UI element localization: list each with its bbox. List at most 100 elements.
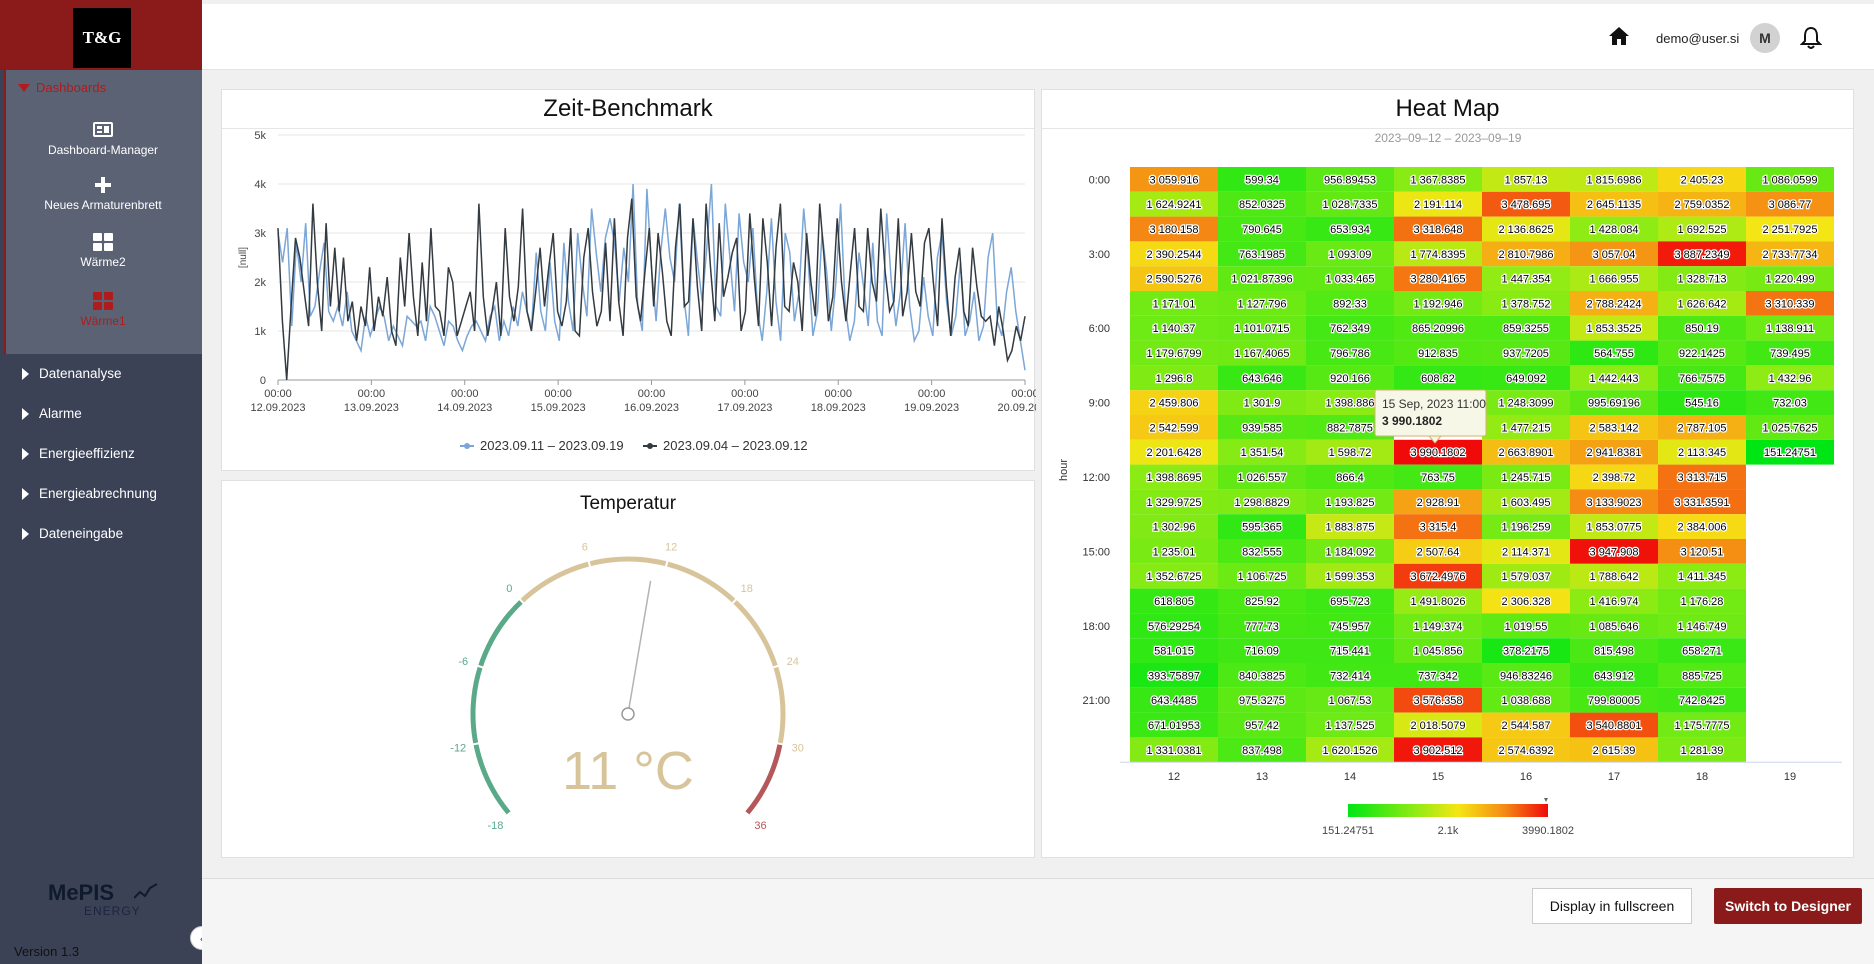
heatmap-cell[interactable] (1218, 216, 1306, 242)
sidebar-item-new-dashboard[interactable]: Neues Armaturenbrett (4, 175, 202, 212)
heatmap-cell[interactable] (1658, 266, 1746, 291)
heatmap-cell[interactable] (1218, 167, 1306, 192)
heatmap-cell[interactable] (1746, 291, 1834, 316)
heatmap-cell[interactable] (1306, 663, 1394, 688)
heatmap-cell[interactable] (1658, 737, 1746, 763)
heatmap-cell[interactable] (1394, 216, 1482, 242)
heatmap-cell[interactable] (1570, 439, 1658, 465)
heatmap-cell[interactable] (1218, 191, 1306, 217)
heatmap-cell[interactable] (1218, 390, 1306, 415)
heatmap-cell[interactable] (1570, 340, 1658, 366)
heatmap-cell[interactable] (1482, 737, 1570, 763)
heatmap-cell[interactable] (1306, 712, 1394, 738)
heatmap-cell[interactable] (1218, 613, 1306, 639)
sidebar-item-datenanalyse[interactable]: Datenanalyse (22, 366, 122, 381)
heatmap-cell[interactable] (1130, 365, 1218, 391)
heatmap-cell[interactable] (1218, 266, 1306, 291)
heatmap-cell[interactable] (1394, 241, 1482, 267)
heatmap-cell[interactable] (1482, 588, 1570, 614)
heatmap-cell[interactable] (1130, 464, 1218, 490)
heatmap-cell[interactable] (1130, 663, 1218, 688)
heatmap-cell[interactable] (1130, 687, 1218, 713)
heatmap-cell[interactable] (1306, 340, 1394, 366)
heatmap-cell[interactable] (1482, 687, 1570, 713)
heatmap-cell[interactable] (1394, 514, 1482, 539)
heatmap-cell[interactable] (1306, 638, 1394, 663)
heatmap-cell[interactable] (1482, 439, 1570, 465)
heatmap-cell[interactable] (1130, 340, 1218, 366)
heatmap-cell[interactable] (1394, 588, 1482, 614)
heatmap-cell[interactable] (1394, 687, 1482, 713)
heatmap-cell[interactable] (1306, 613, 1394, 639)
heatmap-cell[interactable] (1218, 241, 1306, 267)
heatmap-cell[interactable] (1658, 191, 1746, 217)
fullscreen-button[interactable]: Display in fullscreen (1532, 888, 1692, 924)
heatmap-cell[interactable] (1482, 539, 1570, 564)
heatmap-cell[interactable] (1394, 613, 1482, 639)
heatmap-cell[interactable] (1218, 663, 1306, 688)
heatmap-cell[interactable] (1306, 266, 1394, 291)
heatmap-cell[interactable] (1218, 365, 1306, 391)
heatmap-cell[interactable] (1482, 216, 1570, 242)
heatmap-cell[interactable] (1658, 415, 1746, 440)
heatmap-cell[interactable] (1570, 415, 1658, 440)
heatmap-cell[interactable] (1130, 489, 1218, 515)
heatmap-cell[interactable] (1130, 315, 1218, 341)
heatmap-cell[interactable] (1570, 539, 1658, 564)
heatmap-cell[interactable] (1482, 514, 1570, 539)
heatmap-cell[interactable] (1306, 563, 1394, 589)
heatmap-cell[interactable] (1482, 613, 1570, 639)
heatmap-cell[interactable] (1306, 291, 1394, 316)
heatmap-cell[interactable] (1658, 563, 1746, 589)
heatmap-cell[interactable] (1570, 464, 1658, 490)
sidebar-item-waerme1[interactable]: Wärme1 (4, 291, 202, 328)
heatmap-cell[interactable] (1218, 415, 1306, 440)
heatmap-cell[interactable] (1482, 340, 1570, 366)
heatmap-cell[interactable] (1570, 191, 1658, 217)
heatmap-cell[interactable] (1746, 315, 1834, 341)
heatmap-cell[interactable] (1130, 514, 1218, 539)
heatmap-cell[interactable] (1394, 563, 1482, 589)
heatmap-cell[interactable] (1218, 687, 1306, 713)
sidebar-item-alarme[interactable]: Alarme (22, 406, 82, 421)
heatmap-cell[interactable] (1306, 216, 1394, 242)
heatmap-cell[interactable] (1306, 191, 1394, 217)
heatmap-cell[interactable] (1394, 663, 1482, 688)
heatmap-cell[interactable] (1570, 390, 1658, 415)
heatmap-cell[interactable] (1394, 489, 1482, 515)
heatmap-cell[interactable] (1482, 638, 1570, 663)
heatmap-cell[interactable] (1482, 167, 1570, 192)
heatmap-cell[interactable] (1482, 365, 1570, 391)
heatmap-cell[interactable] (1130, 712, 1218, 738)
heatmap-cell[interactable] (1130, 588, 1218, 614)
heatmap-cell[interactable] (1570, 291, 1658, 316)
heatmap-cell[interactable] (1306, 439, 1394, 465)
heatmap-cell[interactable] (1658, 687, 1746, 713)
heatmap-cell[interactable] (1306, 539, 1394, 564)
heatmap-cell[interactable] (1130, 415, 1218, 440)
heatmap-cell[interactable] (1570, 365, 1658, 391)
heatmap-cell[interactable] (1746, 365, 1834, 391)
home-icon[interactable] (1608, 26, 1630, 46)
heatmap-cell[interactable] (1482, 663, 1570, 688)
heatmap-cell[interactable] (1218, 514, 1306, 539)
heatmap-cell[interactable] (1482, 191, 1570, 217)
heatmap-cell[interactable] (1570, 514, 1658, 539)
avatar[interactable]: M (1750, 23, 1780, 53)
sidebar-item-waerme2[interactable]: Wärme2 (4, 232, 202, 269)
heatmap-cell[interactable] (1482, 390, 1570, 415)
heatmap-cell[interactable] (1218, 638, 1306, 663)
heatmap-cell[interactable] (1482, 563, 1570, 589)
legend-item[interactable]: 2023.09.11 – 2023.09.19 (480, 438, 624, 453)
heatmap-cell[interactable] (1658, 365, 1746, 391)
heatmap-cell[interactable] (1394, 167, 1482, 192)
heatmap-cell[interactable] (1394, 266, 1482, 291)
heatmap-cell[interactable] (1570, 588, 1658, 614)
sidebar-item-dashboard-manager[interactable]: Dashboard-Manager (4, 120, 202, 157)
heatmap-cell[interactable] (1658, 613, 1746, 639)
heatmap-cell[interactable] (1482, 415, 1570, 440)
heatmap-cell[interactable] (1746, 241, 1834, 267)
heatmap-cell[interactable] (1394, 340, 1482, 366)
heatmap-cell[interactable] (1218, 712, 1306, 738)
heatmap-cell[interactable] (1570, 737, 1658, 763)
